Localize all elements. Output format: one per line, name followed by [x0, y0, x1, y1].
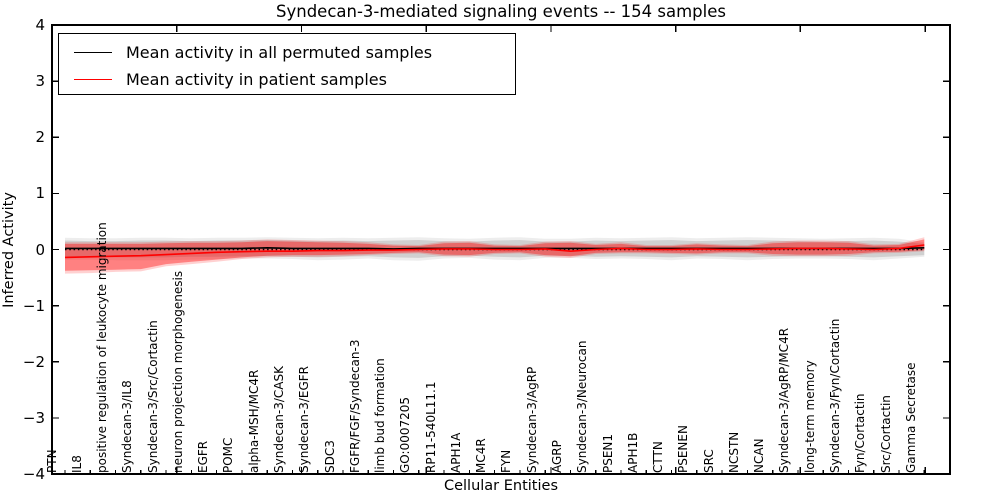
x-category-label: NCAN	[752, 438, 767, 473]
x-category-label: Syndecan-3/EGFR	[297, 365, 312, 473]
x-category-label: NCSTN	[726, 431, 741, 473]
y-tick-label: 4	[35, 16, 45, 34]
x-category-label: AGRP	[549, 440, 564, 473]
x-category-label: EGFR	[196, 440, 211, 473]
y-tick-label: 2	[35, 128, 45, 147]
x-category-label: MC4R	[474, 438, 489, 473]
x-category-label: CTTN	[651, 441, 666, 473]
x-category-label: PSENEN	[676, 425, 691, 473]
x-category-label: APH1A	[448, 432, 463, 473]
x-category-label: APH1B	[625, 432, 640, 473]
y-tick-label: 3	[35, 72, 45, 91]
x-category-label: PSEN1	[600, 433, 615, 473]
x-category-label: POMC	[221, 437, 236, 473]
permuted-line-swatch-icon	[74, 52, 112, 53]
legend-label-patient: Mean activity in patient samples	[126, 70, 387, 89]
legend: Mean activity in all permuted samples Me…	[58, 33, 516, 95]
x-category-label: alpha-MSH/MC4R	[246, 369, 261, 473]
y-tick-label: −4	[22, 465, 45, 483]
x-category-label: IL8	[69, 455, 84, 473]
patient-band	[65, 239, 925, 271]
chart-title: Syndecan-3-mediated signaling events -- …	[276, 2, 726, 21]
x-category-label: FYN	[499, 449, 514, 473]
x-category-label: SRC	[701, 449, 716, 473]
x-category-label: FGFR/FGF/Syndecan-3	[347, 339, 362, 473]
x-category-label: Syndecan-3/IL8	[120, 380, 135, 473]
x-category-label: long-term memory	[802, 360, 817, 473]
x-category-label: Syndecan-3/AgRP	[524, 366, 539, 473]
x-category-label: PTN	[44, 449, 59, 473]
x-category-label: Fyn/Cortactin	[853, 393, 868, 473]
x-category-label: Syndecan-3/Fyn/Cortactin	[827, 318, 842, 473]
patient-mean-line	[64, 244, 925, 259]
patient-line-swatch-icon	[74, 79, 112, 80]
x-category-label: RP11-540L11.1	[423, 381, 438, 473]
x-category-label: Syndecan-3/CASK	[271, 366, 286, 473]
x-category-label: Syndecan-3/AgRP/MC4R	[777, 327, 792, 473]
x-category-label: SDC3	[322, 440, 337, 473]
legend-label-permuted: Mean activity in all permuted samples	[126, 43, 433, 62]
x-axis-label: Cellular Entities	[443, 478, 559, 494]
x-category-label: positive regulation of leukocyte migrati…	[95, 222, 110, 473]
x-category-label: GO:0007205	[398, 396, 413, 473]
x-category-label: neuron projection morphogenesis	[170, 270, 185, 473]
y-tick-label: 1	[35, 184, 45, 203]
y-tick-label: −1	[22, 296, 45, 315]
legend-entry-patient: Mean activity in patient samples	[74, 66, 515, 93]
y-tick-label: −3	[22, 408, 45, 427]
x-category-label: Gamma Secretase	[903, 362, 918, 473]
x-category-label: Src/Cortactin	[878, 395, 893, 473]
x-category-label: limb bud formation	[373, 358, 388, 473]
legend-entry-permuted: Mean activity in all permuted samples	[74, 39, 515, 66]
y-tick-label: −2	[22, 352, 45, 371]
x-category-label: Syndecan-3/Neurocan	[575, 340, 590, 473]
y-tick-label: 0	[35, 240, 45, 259]
x-category-label: Syndecan-3/Src/Cortactin	[145, 320, 160, 473]
patient-band-outer	[65, 237, 925, 274]
